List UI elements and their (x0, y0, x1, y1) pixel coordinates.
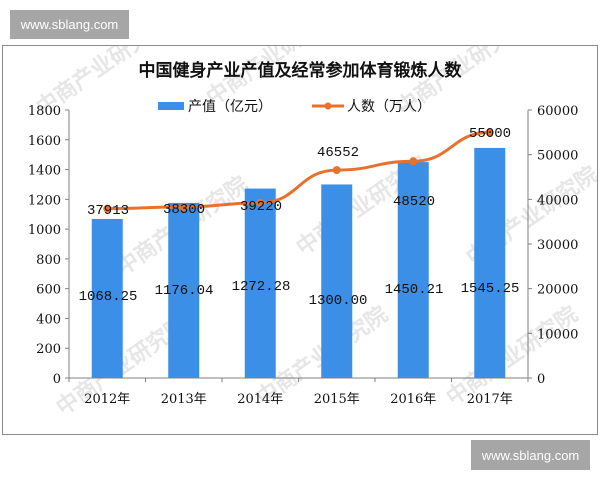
chart-frame: 中商产业研究院 中商产业研究院 中商产业研究院 中商产业研究院 中商产业研究院 中商产业研… (2, 45, 598, 435)
line-value-label: 48520 (393, 194, 435, 210)
bar (244, 188, 276, 378)
legend-label-people: 人数（万人） (347, 99, 431, 115)
right-tick-label: 50000 (537, 149, 578, 164)
category-label: 2016年 (390, 392, 436, 407)
legend-bar-swatch-icon (158, 102, 184, 110)
chart-title: 中国健身产业产值及经常参加体育锻炼人数 (139, 60, 463, 81)
left-tick-label: 1800 (28, 104, 61, 119)
right-tick-label: 40000 (537, 193, 578, 208)
left-tick-label: 1600 (28, 134, 61, 149)
line-marker (485, 128, 494, 137)
left-tick-label: 200 (36, 342, 61, 357)
category-label: 2015年 (314, 392, 360, 407)
right-tick-label: 10000 (537, 327, 578, 342)
watermark-bottom-text: www.sblang.com (481, 447, 580, 463)
category-label: 2013年 (161, 392, 207, 407)
left-tick-label: 1200 (28, 193, 61, 208)
left-tick-label: 400 (36, 312, 61, 327)
line-value-label: 39220 (240, 199, 282, 215)
legend-line-marker-icon (324, 102, 332, 110)
bar-value-label: 1272.28 (232, 279, 291, 295)
watermark-top-text: www.sblang.com (20, 17, 119, 32)
watermark-bottom: www.sblang.com (471, 440, 590, 470)
bar-value-label: 1176.04 (155, 283, 214, 299)
line-value-label: 46552 (317, 145, 359, 161)
right-tick-label: 0 (537, 372, 545, 387)
left-tick-label: 1400 (28, 164, 61, 179)
right-tick-label: 60000 (537, 104, 578, 119)
bar (397, 162, 429, 378)
watermark-top: www.sblang.com (10, 10, 129, 39)
category-label: 2012年 (84, 392, 130, 407)
bar-value-label: 1450.21 (385, 282, 444, 298)
left-tick-label: 0 (53, 372, 61, 387)
line-value-label: 38300 (163, 202, 205, 218)
bar-value-label: 1300.00 (309, 293, 368, 309)
bar-value-label: 1068.25 (79, 289, 138, 305)
bar (474, 147, 506, 378)
line-marker (332, 166, 341, 175)
left-tick-label: 800 (36, 253, 61, 268)
category-label: 2017年 (467, 392, 513, 407)
category-label: 2014年 (237, 392, 283, 407)
bar-value-label: 1545.25 (461, 281, 520, 297)
line-value-label: 55000 (469, 126, 511, 142)
bar (91, 218, 123, 378)
line-value-label: 37913 (87, 203, 129, 219)
legend-label-output: 产值（亿元） (188, 99, 272, 115)
line-marker (256, 198, 265, 207)
line-marker (103, 204, 112, 213)
right-tick-label: 30000 (537, 238, 578, 253)
bar (168, 202, 200, 378)
left-tick-label: 600 (36, 283, 61, 298)
right-tick-label: 20000 (537, 283, 578, 298)
bar (321, 184, 353, 378)
left-tick-label: 1000 (28, 223, 61, 238)
line-marker (179, 202, 188, 211)
line-marker (409, 157, 418, 166)
